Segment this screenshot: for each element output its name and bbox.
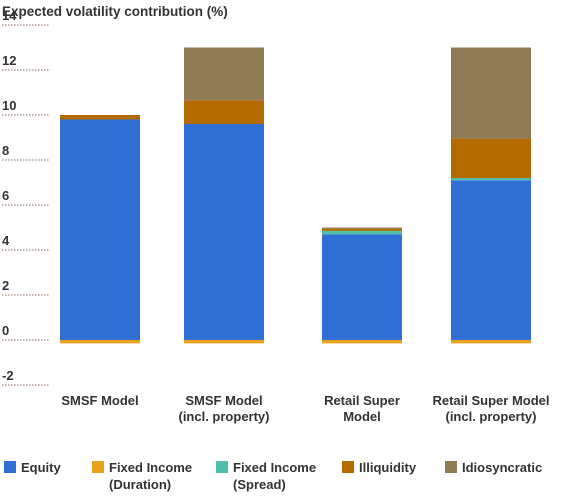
bar-segment-4-category-1	[60, 115, 140, 120]
bar-segment-2-category-4	[451, 340, 531, 344]
y-tick-label: 14	[2, 8, 17, 23]
legend-swatch	[4, 461, 16, 473]
bar-segment-3-category-4	[451, 178, 531, 181]
bar-segment-2-category-2	[184, 340, 264, 344]
y-tick-label: -2	[2, 368, 14, 383]
y-tick-label: 4	[2, 233, 10, 248]
legend-label: Illiquidity	[359, 460, 417, 475]
bar-segment-2-category-3	[322, 340, 402, 344]
bar-segment-1-category-4	[451, 180, 531, 340]
bar-segment-4-category-2	[184, 100, 264, 124]
legend-label: Fixed Income	[109, 460, 192, 475]
bars	[60, 47, 531, 344]
y-tick-label: 12	[2, 53, 16, 68]
legend-swatch	[445, 461, 457, 473]
bar-segment-3-category-3	[322, 230, 402, 235]
legend-swatch	[92, 461, 104, 473]
bar-segment-1-category-1	[60, 119, 140, 340]
legend-label: Fixed Income	[233, 460, 316, 475]
legend-label: Idiosyncratic	[462, 460, 542, 475]
bar-segment-5-category-3	[322, 227, 402, 229]
y-tick-label: 0	[2, 323, 9, 338]
category-label: SMSF Model	[185, 393, 262, 408]
y-tick-label: 6	[2, 188, 9, 203]
bar-segment-2-category-1	[60, 340, 140, 344]
bar-segment-1-category-2	[184, 124, 264, 340]
y-axis: -2 0 2 4 6 8 10 12 14	[2, 8, 50, 386]
bar-segment-4-category-3	[322, 228, 402, 231]
legend-label: (Duration)	[109, 477, 171, 492]
chart-title: Expected volatility contribution (%)	[2, 4, 228, 19]
legend-swatch	[342, 461, 354, 473]
bar-segment-1-category-3	[322, 234, 402, 340]
category-label: (incl. property)	[445, 409, 536, 424]
legend-label: Equity	[21, 460, 61, 475]
y-tick-label: 10	[2, 98, 16, 113]
y-tick-label: 2	[2, 278, 9, 293]
legend: Equity Fixed Income (Duration) Fixed Income…	[4, 460, 542, 492]
legend-label: (Spread)	[233, 477, 286, 492]
bar-segment-4-category-4	[451, 138, 531, 178]
bar-segment-5-category-2	[184, 47, 264, 101]
category-label: SMSF Model	[61, 393, 138, 408]
category-label: Model	[343, 409, 381, 424]
legend-swatch	[216, 461, 228, 473]
x-axis-category-labels: SMSF Model SMSF Model(incl. property)Reta…	[61, 393, 549, 424]
y-tick-label: 8	[2, 143, 9, 158]
bar-segment-5-category-4	[451, 47, 531, 139]
category-label: (incl. property)	[178, 409, 269, 424]
category-label: Retail Super	[324, 393, 400, 408]
category-label: Retail Super Model	[432, 393, 549, 408]
